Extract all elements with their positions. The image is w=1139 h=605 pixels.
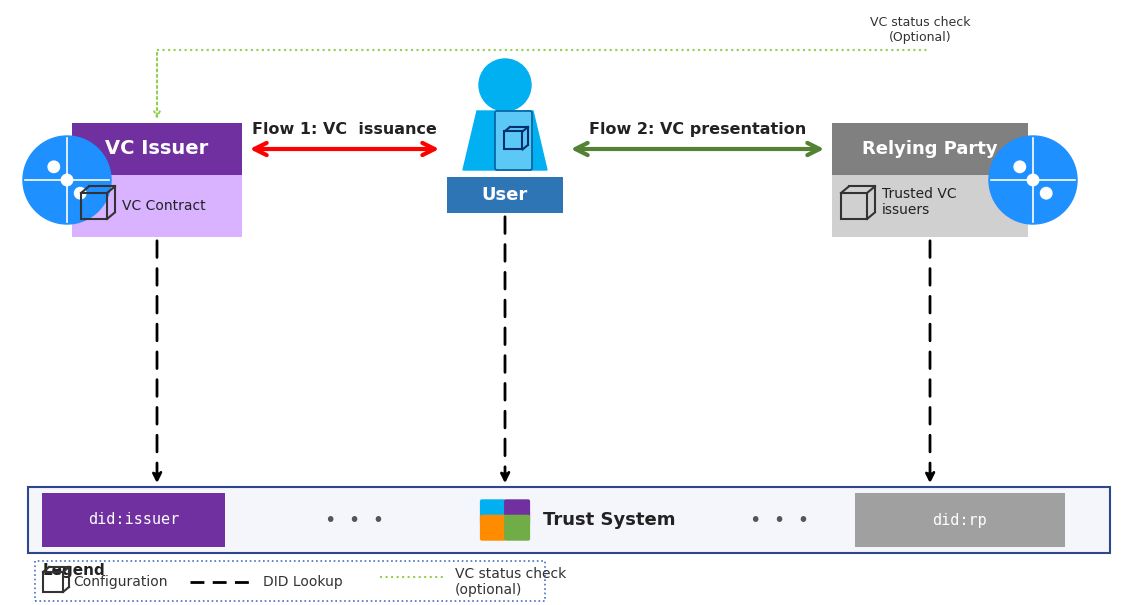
FancyBboxPatch shape	[505, 515, 530, 541]
Text: Configuration: Configuration	[73, 575, 167, 589]
Circle shape	[1041, 188, 1052, 199]
Circle shape	[74, 188, 85, 199]
Circle shape	[1027, 174, 1039, 186]
Circle shape	[1014, 161, 1025, 172]
Text: Trusted VC
issuers: Trusted VC issuers	[882, 187, 957, 217]
Circle shape	[48, 161, 59, 172]
FancyBboxPatch shape	[495, 111, 532, 170]
Circle shape	[989, 136, 1077, 224]
Text: VC status check
(optional): VC status check (optional)	[454, 567, 566, 597]
Text: •  •  •: • • •	[751, 511, 810, 529]
Circle shape	[62, 174, 73, 186]
Text: Trust System: Trust System	[543, 511, 675, 529]
Text: Legend: Legend	[43, 563, 106, 578]
Text: did:issuer: did:issuer	[88, 512, 179, 528]
FancyBboxPatch shape	[480, 499, 506, 525]
FancyBboxPatch shape	[855, 493, 1065, 547]
FancyBboxPatch shape	[480, 515, 506, 541]
FancyBboxPatch shape	[28, 487, 1111, 553]
Polygon shape	[462, 111, 547, 170]
FancyBboxPatch shape	[446, 177, 563, 213]
Text: •  •  •: • • •	[326, 511, 385, 529]
Text: VC status check
(Optional): VC status check (Optional)	[870, 16, 970, 44]
Text: User: User	[482, 186, 528, 204]
FancyBboxPatch shape	[505, 499, 530, 525]
Text: VC Contract: VC Contract	[122, 199, 206, 213]
FancyBboxPatch shape	[831, 123, 1029, 175]
Text: VC Issuer: VC Issuer	[106, 140, 208, 159]
FancyBboxPatch shape	[831, 175, 1029, 237]
FancyBboxPatch shape	[72, 123, 241, 175]
Text: Relying Party: Relying Party	[862, 140, 998, 158]
Circle shape	[480, 59, 531, 111]
Text: did:rp: did:rp	[933, 512, 988, 528]
FancyBboxPatch shape	[72, 175, 241, 237]
Circle shape	[23, 136, 110, 224]
Text: Flow 2: VC presentation: Flow 2: VC presentation	[589, 122, 806, 137]
Text: Flow 1: VC  issuance: Flow 1: VC issuance	[252, 122, 437, 137]
Text: DID Lookup: DID Lookup	[263, 575, 343, 589]
FancyBboxPatch shape	[42, 493, 226, 547]
